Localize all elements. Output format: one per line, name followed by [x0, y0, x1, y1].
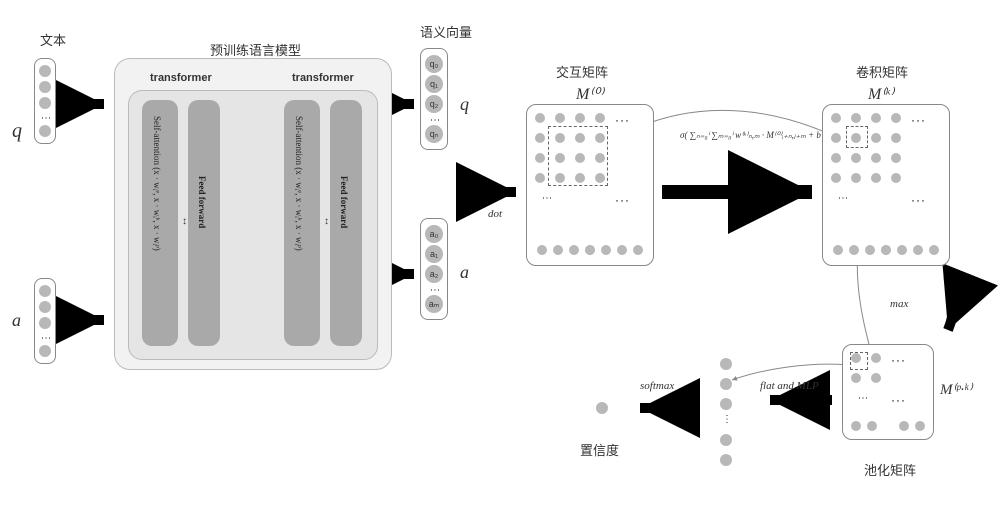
text-selfattn-2: Self-attention (x · wᵢᵠ, x · wᵢᵏ, x · wᵢ… [294, 116, 304, 332]
label-M0: M⁽⁰⁾ [576, 84, 604, 104]
label-transformer-1: transformer [150, 72, 212, 84]
label-a: a [12, 310, 21, 331]
text-ff-1: Feed forward [197, 176, 207, 228]
label-flat: flat and MLP [760, 380, 819, 392]
label-semantic: 语义向量 [420, 22, 472, 41]
diagram-root: { "labels": { "text": "文本", "pretrained"… [0, 0, 1000, 507]
label-softmax: softmax [640, 380, 674, 392]
label-q: q [12, 120, 22, 143]
flat-dot [720, 398, 732, 410]
flat-ellipsis: ⋮ [722, 414, 732, 425]
arrow-updown-2: ↕ [324, 216, 329, 227]
flat-dot [720, 358, 732, 370]
label-text: 文本 [40, 30, 66, 49]
label-dot: dot [488, 208, 502, 220]
label-formula: σ( ∑ₙ₌₀ⁱ ∑ₘ₌₀ⁱ w⁽ᵏ⁾ₙ,ₘ · M⁽⁰⁾ᵢ₊ₙ,ⱼ₊ₘ + b… [680, 130, 833, 141]
flat-dot [720, 454, 732, 466]
label-conv: 卷积矩阵 [856, 62, 908, 81]
vec-q-input: ⋮ [34, 58, 56, 144]
label-avec: a⃗ [460, 262, 483, 283]
label-interaction: 交互矩阵 [556, 62, 608, 81]
vec-a-input: ⋮ [34, 278, 56, 364]
label-pool: 池化矩阵 [864, 460, 916, 479]
flat-dot [720, 378, 732, 390]
text-selfattn-1: Self-attention (x · wᵢᵠ, x · wᵢᵏ, x · wᵢ… [152, 116, 162, 332]
label-Mk: M⁽ᵏ⁾ [868, 84, 894, 104]
label-qvec: q⃗ [460, 94, 483, 115]
label-max: max [890, 298, 908, 310]
confidence-dot [596, 402, 608, 414]
text-ff-2: Feed forward [339, 176, 349, 228]
label-transformer-2: transformer [292, 72, 354, 84]
vec-q-out: q₀ q₁ q₂ ⋮ qₙ [420, 48, 448, 150]
matrix-Mk: ··· ⋮··· [822, 104, 950, 266]
label-pretrained: 预训练语言模型 [210, 40, 301, 59]
dash-Mpk [850, 352, 868, 370]
arrow-updown-1: ↕ [182, 216, 187, 227]
flat-dot [720, 434, 732, 446]
vec-a-out: a₀ a₁ a₂ ⋮ aₘ [420, 218, 448, 320]
label-Mpk: M⁽ᵖ·ᵏ⁾ [940, 380, 972, 399]
dash-M0 [548, 126, 608, 186]
label-confidence: 置信度 [580, 440, 619, 459]
dash-Mk [846, 126, 868, 148]
